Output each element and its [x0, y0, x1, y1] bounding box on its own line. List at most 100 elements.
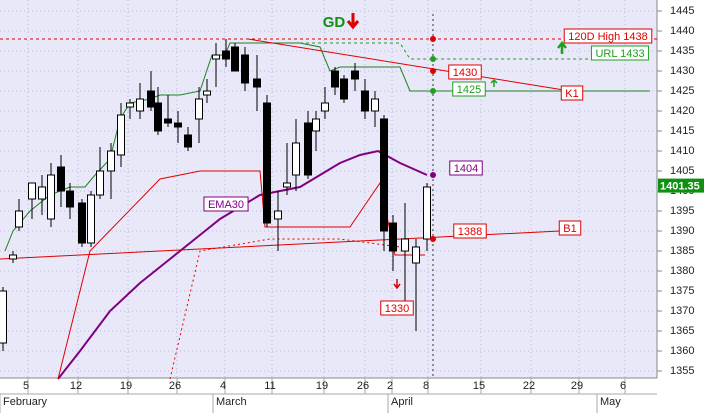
month-label: May: [600, 396, 621, 408]
y-tick-label: 1430: [670, 65, 694, 77]
annotation: 1388: [453, 223, 487, 239]
candle-body: [0, 290, 7, 344]
month-label: February: [3, 396, 48, 408]
annotation-box: [380, 300, 414, 316]
candle-body: [203, 90, 211, 96]
y-tick-label: 1390: [670, 225, 694, 237]
candle-body: [66, 190, 74, 208]
indicator-line: [57, 149, 428, 380]
y-tick-label: 1410: [670, 145, 694, 157]
x-tick-label: 22: [523, 380, 535, 392]
indicator-line: [300, 42, 650, 60]
x-tick-label: 19: [316, 380, 328, 392]
annotation: 1404: [449, 160, 483, 176]
y-tick-label: 1405: [670, 165, 694, 177]
candle-body: [389, 222, 397, 252]
candle-body: [28, 182, 36, 200]
candle-body: [312, 118, 320, 132]
annotation-label: 1388: [458, 226, 482, 238]
plot-area: [0, 0, 657, 378]
marker: [430, 36, 436, 42]
annotation: EMA30: [203, 196, 249, 212]
annotation-label: B1: [563, 223, 576, 235]
candle-body: [117, 114, 125, 156]
x-tick-label: 26: [357, 380, 369, 392]
y-tick-label: 1415: [670, 125, 694, 137]
y-tick-label: 1385: [670, 245, 694, 257]
x-tick-label: 12: [70, 380, 82, 392]
candle-body: [292, 142, 300, 176]
marker: [430, 88, 436, 94]
candle-body: [9, 254, 17, 260]
candle-body: [87, 194, 95, 244]
candle-body: [184, 134, 192, 148]
y-tick-label: 1435: [670, 45, 694, 57]
y-tick-label: 1380: [670, 265, 694, 277]
candle-body: [174, 122, 182, 128]
x-tick-label: 11: [264, 380, 275, 392]
y-tick-label: 1425: [670, 85, 694, 97]
candle-body: [371, 98, 379, 112]
candle-body: [304, 122, 312, 176]
candle-body: [164, 118, 172, 124]
candle-body: [136, 98, 144, 112]
candle-body: [241, 54, 249, 84]
annotation-label: 1430: [453, 67, 477, 79]
annotation: 1425: [452, 81, 486, 97]
candle-body: [253, 78, 261, 88]
y-tick-label: 1440: [670, 25, 694, 37]
candle-body: [126, 102, 134, 108]
candle-body: [283, 182, 291, 188]
candle-body: [107, 150, 115, 172]
signal: GD: [323, 14, 346, 31]
candle-body: [351, 70, 359, 80]
down-arrow: [346, 13, 360, 30]
candle-body: [423, 186, 431, 240]
candle-body: [78, 202, 86, 244]
candle-body: [38, 186, 46, 200]
down-arrow: [393, 279, 401, 290]
annotation-label: 1330: [385, 303, 409, 315]
annotation-box: [558, 220, 582, 236]
annotation-box: [449, 160, 483, 176]
x-tick-label: 4: [220, 380, 226, 392]
x-tick-label: 29: [571, 380, 583, 392]
annotation-label: 1425: [457, 84, 481, 96]
annotation-label: EMA30: [208, 199, 244, 211]
x-tick-label: 6: [620, 380, 626, 392]
candle-body: [263, 102, 271, 224]
annotation-label: K1: [565, 88, 578, 100]
candle-body: [47, 174, 55, 220]
marker: [430, 172, 436, 178]
x-tick-label: 2: [387, 380, 393, 392]
marker: [430, 236, 436, 242]
candle-body: [212, 54, 220, 60]
y-tick-label: 1370: [670, 305, 694, 317]
x-tick-label: 19: [120, 380, 132, 392]
y-tick-label: 1445: [670, 5, 694, 17]
annotation: K1: [560, 85, 584, 101]
y-tick-label: 1375: [670, 285, 694, 297]
up-arrow: [490, 78, 498, 87]
y-tick-label: 1360: [670, 345, 694, 357]
annotation-box: [203, 196, 249, 212]
indicator-line: [247, 38, 571, 92]
x-tick-label: 8: [423, 380, 429, 392]
y-tick-label: 1355: [670, 365, 694, 377]
candle-body: [154, 102, 162, 132]
candle-body: [340, 78, 348, 100]
annotation-label: 1404: [454, 163, 478, 175]
price-label: 1401.35: [660, 181, 700, 193]
x-tick-label: 26: [169, 380, 181, 392]
y-tick-label: 1395: [670, 205, 694, 217]
marker: [430, 68, 436, 74]
annotation-box: [448, 64, 482, 80]
candle-body: [331, 70, 339, 88]
annotation-box: [563, 28, 653, 44]
x-tick-label: 15: [473, 380, 485, 392]
candle-body: [274, 210, 282, 220]
annotation-box: [452, 81, 486, 97]
candle-body: [401, 238, 409, 252]
